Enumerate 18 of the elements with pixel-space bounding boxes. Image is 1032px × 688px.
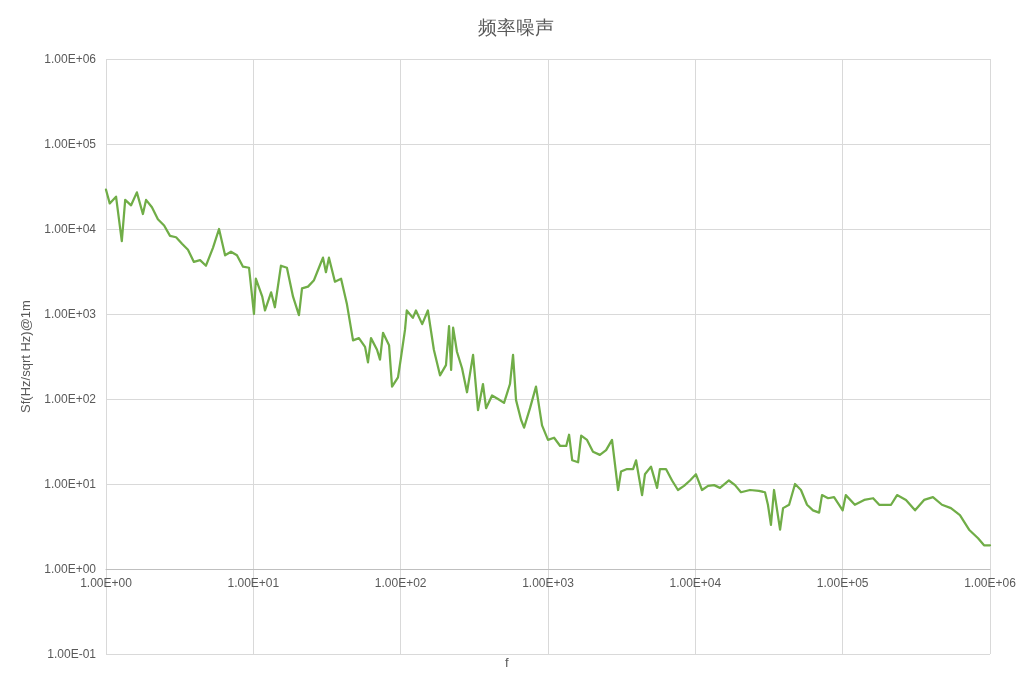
y-tick-label: 1.00E+03 [44,307,97,321]
y-tick-label: 1.00E+04 [44,222,97,236]
chart-title: 频率噪声 [478,15,554,38]
x-tick-label: 1.00E+01 [227,576,280,590]
y-tick-label: 1.00E-01 [47,647,97,661]
x-tick-label: 1.00E+04 [669,576,722,590]
x-tick-label: 1.00E+00 [80,576,133,590]
y-tick-label: 1.00E+02 [44,392,97,406]
x-tick-label: 1.00E+05 [816,576,869,590]
y-tick-label: 1.00E+01 [44,477,97,491]
x-tick-label: 1.00E+02 [374,576,427,590]
x-tick-label: 1.00E+03 [522,576,575,590]
x-tick-label: 1.00E+06 [964,576,1017,590]
y-tick-label: 1.00E+05 [44,137,97,151]
y-tick-label: 1.00E+06 [44,52,97,66]
y-axis-title: Sf(Hz/sqrt Hz)@1m [18,300,33,413]
y-tick-label: 1.00E+00 [44,562,97,576]
x-axis-title: f [505,655,509,670]
